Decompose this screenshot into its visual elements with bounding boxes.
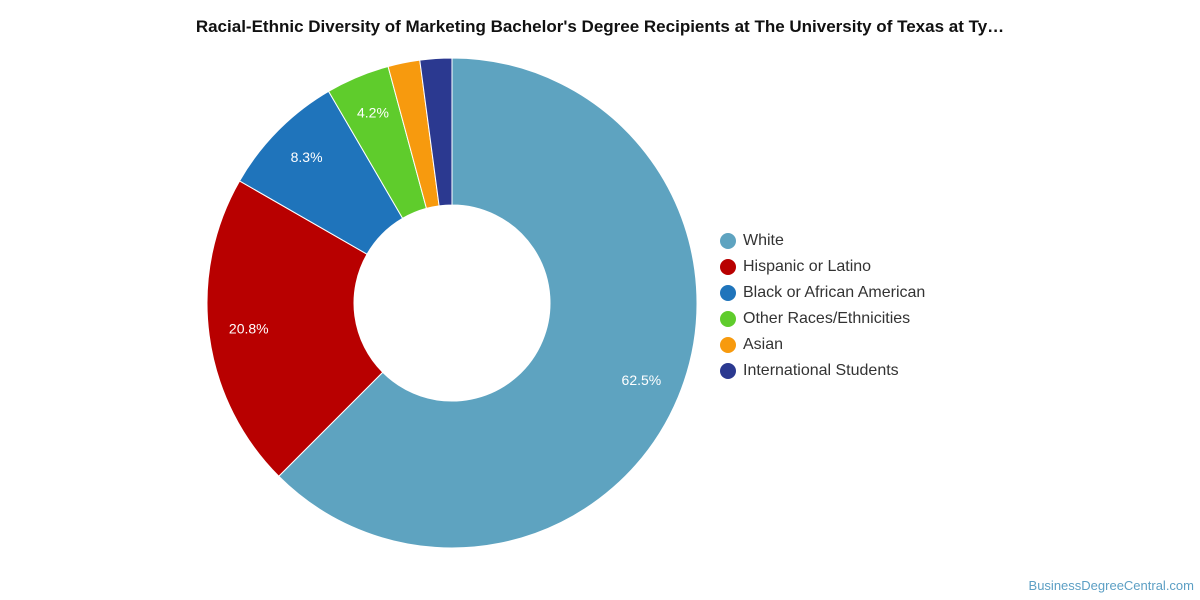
slice-label-white: 62.5% — [622, 372, 662, 388]
slice-label-hispanic-or-latino: 20.8% — [229, 321, 269, 337]
legend-label: International Students — [743, 362, 899, 379]
legend-item-hispanic-or-latino[interactable]: Hispanic or Latino — [720, 254, 925, 280]
slice-international-students[interactable] — [419, 57, 453, 207]
legend-label: Other Races/Ethnicities — [743, 310, 911, 327]
legend-label: Asian — [743, 336, 784, 353]
legend-marker-icon — [720, 311, 736, 327]
legend-marker-icon — [720, 337, 736, 353]
legend-item-black-or-african-american[interactable]: Black or African American — [720, 280, 925, 306]
legend-item-other-races-ethnicities[interactable]: Other Races/Ethnicities — [720, 306, 925, 332]
source-credit[interactable]: BusinessDegreeCentral.com — [1028, 578, 1194, 593]
legend-item-asian[interactable]: Asian — [720, 332, 925, 358]
legend-marker-icon — [720, 363, 736, 379]
legend-item-white[interactable]: White — [720, 228, 925, 254]
legend-label: White — [743, 232, 784, 249]
slice-label-other-races-ethnicities: 4.2% — [357, 105, 389, 121]
slice-white[interactable] — [278, 57, 698, 549]
chart-title: Racial-Ethnic Diversity of Marketing Bac… — [195, 17, 1005, 36]
slice-hispanic-or-latino[interactable] — [206, 180, 384, 477]
legend-marker-icon — [720, 259, 736, 275]
legend-marker-icon — [720, 233, 736, 249]
legend-marker-icon — [720, 285, 736, 301]
legend-label: Hispanic or Latino — [743, 258, 872, 275]
legend: White Hispanic or Latino Black or African … — [720, 228, 925, 384]
legend-item-international-students[interactable]: International Students — [720, 358, 925, 384]
legend-label: Black or African American — [743, 284, 926, 301]
slice-label-black-or-african-american: 8.3% — [291, 149, 323, 165]
